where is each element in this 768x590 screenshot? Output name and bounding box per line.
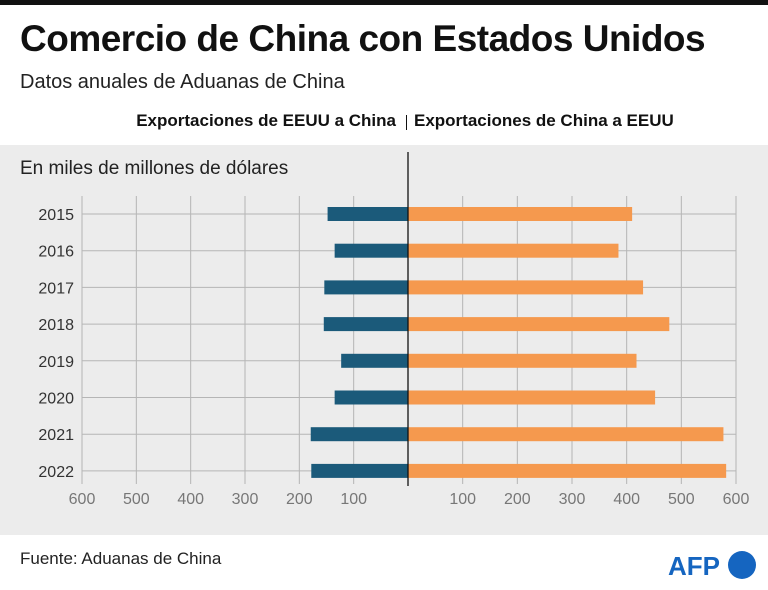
bar-china-2021 (408, 427, 724, 442)
year-label-2020: 2020 (38, 391, 74, 408)
bar-us-2021 (310, 427, 408, 442)
bar-us-2017 (324, 280, 408, 295)
tick-left-100: 100 (340, 491, 367, 508)
legend-china-exports: Exportaciones de China a EEUU (414, 111, 674, 130)
top-rule (0, 0, 768, 5)
tick-right-300: 300 (559, 491, 586, 508)
bar-us-2019 (341, 353, 408, 368)
year-label-2017: 2017 (38, 280, 74, 297)
tick-left-300: 300 (232, 491, 259, 508)
bar-us-2020 (334, 390, 408, 405)
chart-subtitle: Datos anuales de Aduanas de China (20, 71, 345, 93)
tick-left-600: 600 (69, 491, 96, 508)
tick-right-100: 100 (449, 491, 476, 508)
bar-china-2017 (408, 280, 644, 295)
tick-left-500: 500 (123, 491, 150, 508)
legend-separator (406, 115, 407, 130)
unit-label: En miles de millones de dólares (20, 158, 289, 179)
afp-logo: AFP (668, 548, 758, 582)
bar-china-2016 (408, 243, 619, 258)
bar-us-2018 (323, 317, 408, 332)
bar-us-2016 (334, 243, 408, 258)
legend-us-exports: Exportaciones de EEUU a China (136, 111, 396, 130)
year-label-2019: 2019 (38, 354, 74, 371)
bar-china-2015 (408, 207, 633, 221)
afp-logo-circle (728, 551, 756, 579)
bar-us-2015 (327, 207, 408, 221)
year-label-2016: 2016 (38, 244, 74, 261)
year-label-2021: 2021 (38, 427, 74, 444)
tick-right-400: 400 (613, 491, 640, 508)
year-label-2018: 2018 (38, 317, 74, 334)
source-note: Fuente: Aduanas de China (20, 549, 222, 568)
tick-left-400: 400 (177, 491, 204, 508)
tick-right-600: 600 (723, 491, 750, 508)
year-label-2015: 2015 (38, 207, 74, 224)
chart-title: Comercio de China con Estados Unidos (20, 18, 706, 59)
tick-right-200: 200 (504, 491, 531, 508)
afp-logo-text: AFP (668, 551, 720, 581)
bar-china-2019 (408, 353, 637, 368)
tick-left-200: 200 (286, 491, 313, 508)
tick-right-500: 500 (668, 491, 695, 508)
bar-us-2022 (311, 463, 408, 478)
bar-china-2020 (408, 390, 656, 405)
bar-china-2022 (408, 463, 727, 478)
year-label-2022: 2022 (38, 464, 74, 481)
bar-china-2018 (408, 317, 670, 332)
